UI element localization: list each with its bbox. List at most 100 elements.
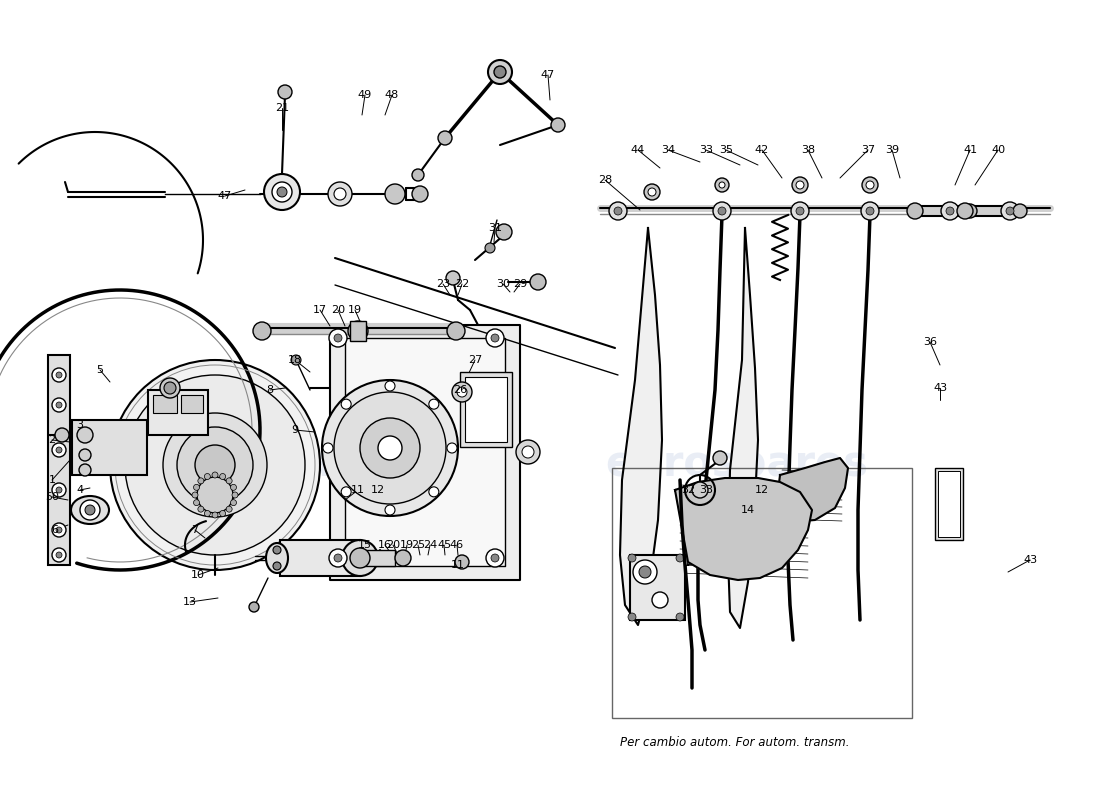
Bar: [72, 420, 147, 475]
Circle shape: [429, 487, 439, 497]
Circle shape: [412, 186, 428, 202]
Text: 21: 21: [275, 103, 289, 113]
Text: 37: 37: [861, 145, 876, 155]
Circle shape: [862, 177, 878, 193]
Circle shape: [676, 554, 684, 562]
Circle shape: [713, 451, 727, 465]
Text: 43: 43: [1023, 555, 1037, 565]
Circle shape: [253, 322, 271, 340]
Circle shape: [342, 540, 378, 576]
Circle shape: [491, 334, 499, 342]
Circle shape: [438, 131, 452, 145]
Circle shape: [195, 445, 235, 485]
Circle shape: [652, 592, 668, 608]
Circle shape: [494, 66, 506, 78]
Bar: [630, 555, 685, 620]
Circle shape: [866, 181, 874, 189]
Circle shape: [194, 500, 199, 506]
Text: 17: 17: [312, 305, 327, 315]
Text: eurospares: eurospares: [605, 443, 869, 485]
Circle shape: [197, 477, 233, 513]
Circle shape: [446, 271, 460, 285]
Circle shape: [232, 492, 238, 498]
Text: 16: 16: [378, 540, 392, 550]
Text: 23: 23: [436, 279, 450, 289]
Circle shape: [395, 550, 411, 566]
Polygon shape: [685, 505, 748, 565]
Text: 7: 7: [191, 525, 199, 535]
Circle shape: [220, 510, 225, 517]
Text: 41: 41: [962, 145, 977, 155]
Bar: [360, 550, 395, 566]
Text: 44: 44: [631, 145, 645, 155]
Circle shape: [273, 562, 280, 570]
Text: 20: 20: [331, 305, 345, 315]
Circle shape: [52, 368, 66, 382]
Bar: [915, 206, 970, 216]
Circle shape: [447, 322, 465, 340]
Text: Per cambio autom. For autom. transm.: Per cambio autom. For autom. transm.: [620, 736, 849, 749]
Text: 39: 39: [884, 145, 899, 155]
Circle shape: [79, 449, 91, 461]
Circle shape: [334, 334, 342, 342]
Text: 11: 11: [351, 485, 365, 495]
Circle shape: [530, 274, 546, 290]
Text: 46: 46: [450, 540, 464, 550]
Text: 4: 4: [76, 485, 84, 495]
Text: 33: 33: [698, 485, 713, 495]
Bar: [148, 390, 208, 435]
Text: 32: 32: [681, 485, 695, 495]
Circle shape: [639, 566, 651, 578]
Circle shape: [227, 478, 232, 484]
Circle shape: [962, 204, 977, 218]
Text: 14: 14: [741, 505, 755, 515]
Circle shape: [946, 207, 954, 215]
Circle shape: [522, 446, 534, 458]
Text: eurospares: eurospares: [143, 443, 407, 485]
Text: 5: 5: [97, 365, 103, 375]
Text: 19: 19: [348, 305, 362, 315]
Text: 12: 12: [755, 485, 769, 495]
Circle shape: [277, 187, 287, 197]
Text: 28: 28: [598, 175, 612, 185]
Circle shape: [412, 169, 424, 181]
Text: 25: 25: [411, 540, 425, 550]
Text: 27: 27: [468, 355, 482, 365]
Circle shape: [940, 202, 959, 220]
Bar: [965, 206, 1020, 216]
Circle shape: [80, 500, 100, 520]
Circle shape: [609, 202, 627, 220]
Circle shape: [205, 474, 210, 479]
Polygon shape: [675, 478, 812, 580]
Bar: [938, 471, 960, 537]
Circle shape: [676, 613, 684, 621]
Text: 49: 49: [358, 90, 372, 100]
Circle shape: [278, 85, 292, 99]
Circle shape: [52, 523, 66, 537]
Circle shape: [163, 413, 267, 517]
Circle shape: [485, 243, 495, 253]
Text: 12: 12: [371, 485, 385, 495]
Circle shape: [194, 484, 199, 490]
Text: 42: 42: [755, 145, 769, 155]
Circle shape: [231, 500, 236, 506]
Bar: [612, 468, 912, 718]
Circle shape: [632, 560, 657, 584]
Circle shape: [227, 506, 232, 512]
Polygon shape: [345, 338, 505, 566]
Circle shape: [385, 184, 405, 204]
Circle shape: [198, 506, 204, 512]
Circle shape: [56, 527, 62, 533]
Text: 6: 6: [52, 525, 58, 535]
Circle shape: [456, 387, 468, 397]
Text: 13: 13: [183, 597, 197, 607]
Circle shape: [516, 440, 540, 464]
Circle shape: [341, 487, 351, 497]
Circle shape: [334, 392, 446, 504]
Circle shape: [79, 464, 91, 476]
Circle shape: [52, 443, 66, 457]
Circle shape: [177, 427, 253, 503]
Polygon shape: [728, 228, 758, 628]
Text: 38: 38: [801, 145, 815, 155]
Circle shape: [486, 329, 504, 347]
